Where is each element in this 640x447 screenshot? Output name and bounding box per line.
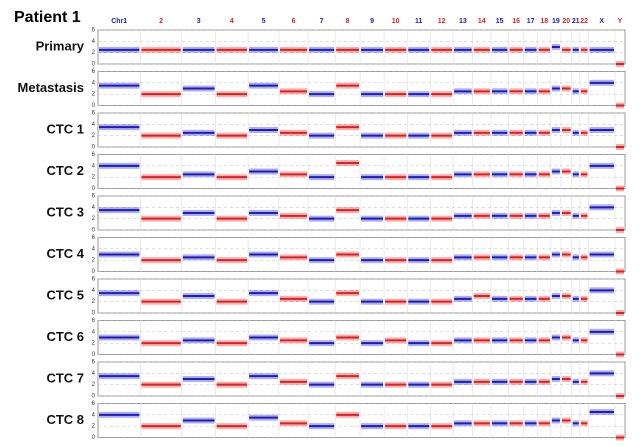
y-tick-label: 0 [92,145,96,151]
chromosome-label: Chr1 [111,18,127,25]
chromosome-label: 11 [415,18,423,25]
y-tick-label: 2 [92,382,96,388]
panel-label: CTC 8 [46,412,84,427]
panel-frame [97,154,626,189]
y-tick-label: 0 [92,186,96,192]
chromosome-label: 13 [459,18,467,25]
y-tick-label: 0 [92,62,96,68]
panel-label: Metastasis [18,80,84,95]
chromosome-label: 22 [580,18,588,25]
y-tick-label: 0 [92,352,96,358]
y-tick-label: 6 [92,28,96,34]
y-tick-label: 6 [92,69,96,75]
y-tick-label: 0 [92,435,96,441]
chromosome-label: 19 [552,18,560,25]
y-tick-label: 2 [92,92,96,98]
panel-label: CTC 7 [46,370,84,385]
y-tick-label: 4 [92,329,96,335]
y-tick-label: 4 [92,122,96,128]
y-tick-label: 4 [92,288,96,294]
y-tick-label: 4 [92,205,96,211]
y-tick-label: 2 [92,175,96,181]
chromosome-label: 3 [197,18,201,25]
chromosome-label: 18 [540,18,548,25]
chromosome-label: 14 [478,18,486,25]
chromosome-label: 4 [230,18,234,25]
y-tick-label: 6 [92,401,96,407]
y-tick-label: 6 [92,111,96,117]
chromosome-label: 8 [346,18,350,25]
y-tick-label: 6 [92,318,96,324]
panel-label: CTC 5 [46,287,84,302]
y-tick-label: 0 [92,311,96,317]
panel-label: CTC 2 [46,163,84,178]
y-tick-label: 0 [92,228,96,234]
y-tick-label: 4 [92,371,96,377]
y-tick-label: 4 [92,39,96,45]
chromosome-label: 17 [527,18,535,25]
y-tick-label: 2 [92,216,96,222]
y-tick-label: 0 [92,269,96,275]
y-tick-label: 2 [92,299,96,305]
panel-label: CTC 1 [46,121,84,136]
chromosome-label: Y [618,18,623,25]
chromosome-label: X [599,18,604,25]
chromosome-label: 21 [572,18,580,25]
y-tick-label: 6 [92,235,96,241]
panel-frame [97,29,626,65]
y-tick-label: 6 [92,360,96,366]
y-tick-label: 6 [92,194,96,200]
y-tick-label: 2 [92,341,96,347]
chromosome-label: 12 [438,18,446,25]
y-tick-label: 2 [92,50,96,56]
chromosome-label: 20 [562,18,570,25]
y-tick-label: 4 [92,163,96,169]
y-tick-label: 0 [92,103,96,109]
figure-title: Patient 1 [14,9,81,26]
y-tick-label: 2 [92,258,96,264]
panel-label: CTC 3 [46,204,84,219]
y-tick-label: 2 [92,424,96,430]
chromosome-label: 2 [159,18,163,25]
chromosome-label: 7 [320,18,324,25]
panel-frame [97,237,626,272]
panel-label: CTC 4 [46,246,84,261]
chromosome-label: 16 [512,18,520,25]
y-tick-label: 0 [92,394,96,400]
panel-frame [97,320,626,355]
y-tick-label: 6 [92,152,96,158]
panel-frame [97,112,626,148]
panel-label: CTC 6 [46,329,84,344]
chromosome-label: 15 [496,18,504,25]
y-tick-label: 2 [92,133,96,139]
y-tick-label: 4 [92,80,96,86]
y-tick-label: 4 [92,246,96,252]
chromosome-label: 5 [262,18,266,25]
panel-label: Primary [36,38,85,53]
chromosome-label: 10 [392,18,400,25]
y-tick-label: 4 [92,412,96,418]
chromosome-label: 6 [292,18,296,25]
chromosome-label: 9 [370,18,374,25]
y-tick-label: 6 [92,277,96,283]
